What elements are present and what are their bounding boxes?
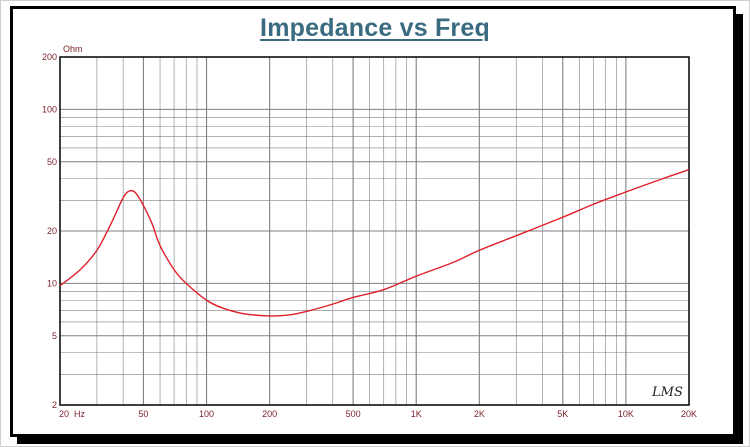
y-tick-label: 5 xyxy=(52,331,57,341)
x-tick-label: 10K xyxy=(618,409,634,419)
chart-frame xyxy=(10,6,736,437)
y-tick-label: 20 xyxy=(47,226,57,236)
x-tick-label: 2K xyxy=(474,409,485,419)
plot-area-border xyxy=(59,56,690,406)
y-axis-unit-label: Ohm xyxy=(63,44,83,54)
x-tick-label: 50 xyxy=(138,409,148,419)
grid-lines xyxy=(60,57,689,405)
y-tick-label: 100 xyxy=(42,104,57,114)
y-tick-label: 50 xyxy=(47,157,57,167)
lms-watermark: LMS xyxy=(651,385,683,400)
y-tick-label: 200 xyxy=(42,52,57,62)
x-tick-label: 5K xyxy=(557,409,568,419)
tick-labels: 20 Hz 50 100 200 500 1K 2K 5K 10K 20K 2 5 10 20 50 100 2… xyxy=(42,52,697,419)
y-tick-label: 10 xyxy=(47,278,57,288)
chart-title: Impedance vs Freq xyxy=(260,14,490,42)
x-tick-label: 20 Hz xyxy=(59,409,86,419)
y-tick-label: 2 xyxy=(52,400,57,410)
x-tick-label: 20K xyxy=(681,409,697,419)
x-tick-label: 500 xyxy=(346,409,361,419)
x-tick-label: 1K xyxy=(411,409,422,419)
x-tick-label: 100 xyxy=(199,409,214,419)
impedance-curve xyxy=(59,169,690,317)
x-tick-label: 200 xyxy=(262,409,277,419)
